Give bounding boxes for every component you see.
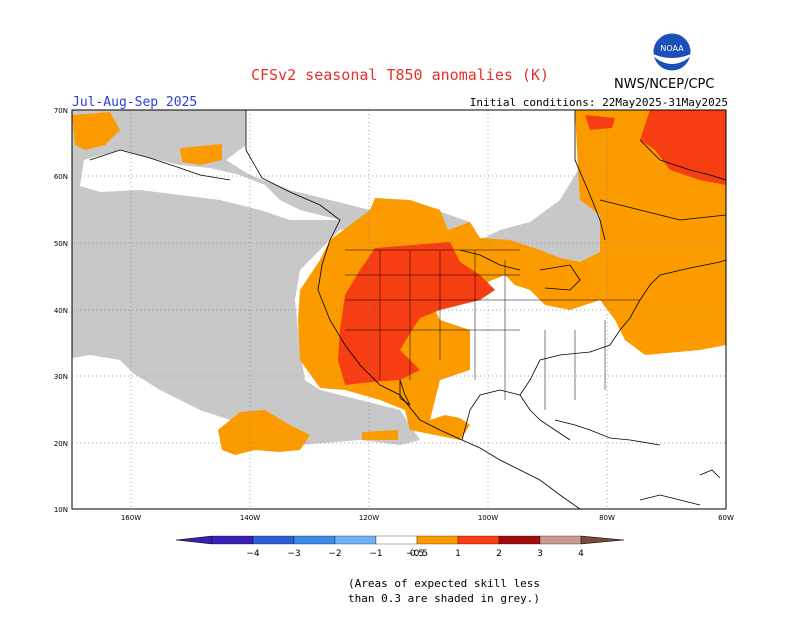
colorbar-segment [334,535,377,545]
colorbar-segment [498,535,541,545]
strong-warm-anomaly-area [338,242,495,385]
map-title: CFSv2 seasonal T850 anomalies (K) [250,66,549,84]
org-label: NWS/NCEP/CPC [614,77,715,92]
longitude-label: 80W [599,514,615,522]
latitude-label: 50N [54,240,68,248]
warm-anomaly-area [218,410,310,455]
coastline [539,264,581,291]
latitude-label: 10N [54,506,68,514]
graticule [72,110,726,509]
longitude-labels: 160W 140W 120W 100W 80W 60W [121,514,734,522]
latitude-label: 20N [54,440,68,448]
colorbar-label: −3 [287,549,300,559]
colorbar-segment [211,535,254,545]
colorbar-label: 1 [455,549,461,559]
longitude-label: 120W [359,514,379,522]
coastline [89,149,231,181]
coastline [459,249,521,271]
coastlines [89,110,727,510]
strong-warm-anomaly-area [585,115,615,130]
warm-anomaly-area [180,144,222,165]
coastline [574,110,606,241]
colorbar-label: 2 [496,549,502,559]
latitude-label: 40N [54,307,68,315]
latitude-label: 60N [54,173,68,181]
colorbar: −4 −3 −2 −1 −0.50.5 1 2 3 4 [175,535,625,559]
coastline [519,394,571,441]
latitude-label: 30N [54,373,68,381]
colorbar-label: −2 [328,549,341,559]
colorbar-label: −4 [246,549,260,559]
season-label: Jul-Aug-Sep 2025 [72,95,198,110]
logo-text: NOAA [660,44,684,53]
colorbar-label: −0.5 [406,549,428,559]
coastline [461,259,727,441]
latitude-label: 70N [54,107,68,115]
colorbar-segment [539,535,582,545]
longitude-label: 140W [240,514,260,522]
longitude-label: 160W [121,514,141,522]
noaa-logo: NOAA [652,32,692,72]
warm-anomaly-area [72,112,120,150]
coastline [399,379,411,406]
skill-note: (Areas of expected skill less than 0.3 a… [348,576,540,606]
colorbar-segment [457,535,500,545]
warm-anomaly-area [362,430,398,440]
strong-warm-anomaly-area [640,110,726,185]
latitude-labels: 70N 60N 50N 40N 30N 20N 10N [54,107,68,514]
colorbar-segment [375,535,418,545]
coastline [639,139,727,181]
coastline [699,469,721,479]
coastline [554,419,661,446]
colorbar-segment [252,535,295,545]
colorbar-arrow-right [580,535,625,545]
colorbar-label: 3 [537,549,543,559]
colorbar-segment [293,535,336,545]
white-neutral-area [80,150,340,220]
longitude-label: 100W [478,514,498,522]
colorbar-label: 0.5 [410,549,424,559]
white-neutral-area [72,360,230,509]
skill-note-line: than 0.3 are shaded in grey.) [348,592,541,605]
skill-note-line: (Areas of expected skill less [348,577,541,590]
coastline [599,199,727,221]
colorbar-label: −1 [369,549,382,559]
colorbar-arrow-left [175,535,213,545]
white-neutral-area [430,325,726,509]
longitude-label: 60W [718,514,734,522]
coastline [245,110,581,510]
initial-conditions: Initial conditions: 22May2025-31May2025 [469,96,728,109]
colorbar-label: 4 [578,549,584,559]
colorbar-segment [416,535,459,545]
coastline [639,494,701,506]
